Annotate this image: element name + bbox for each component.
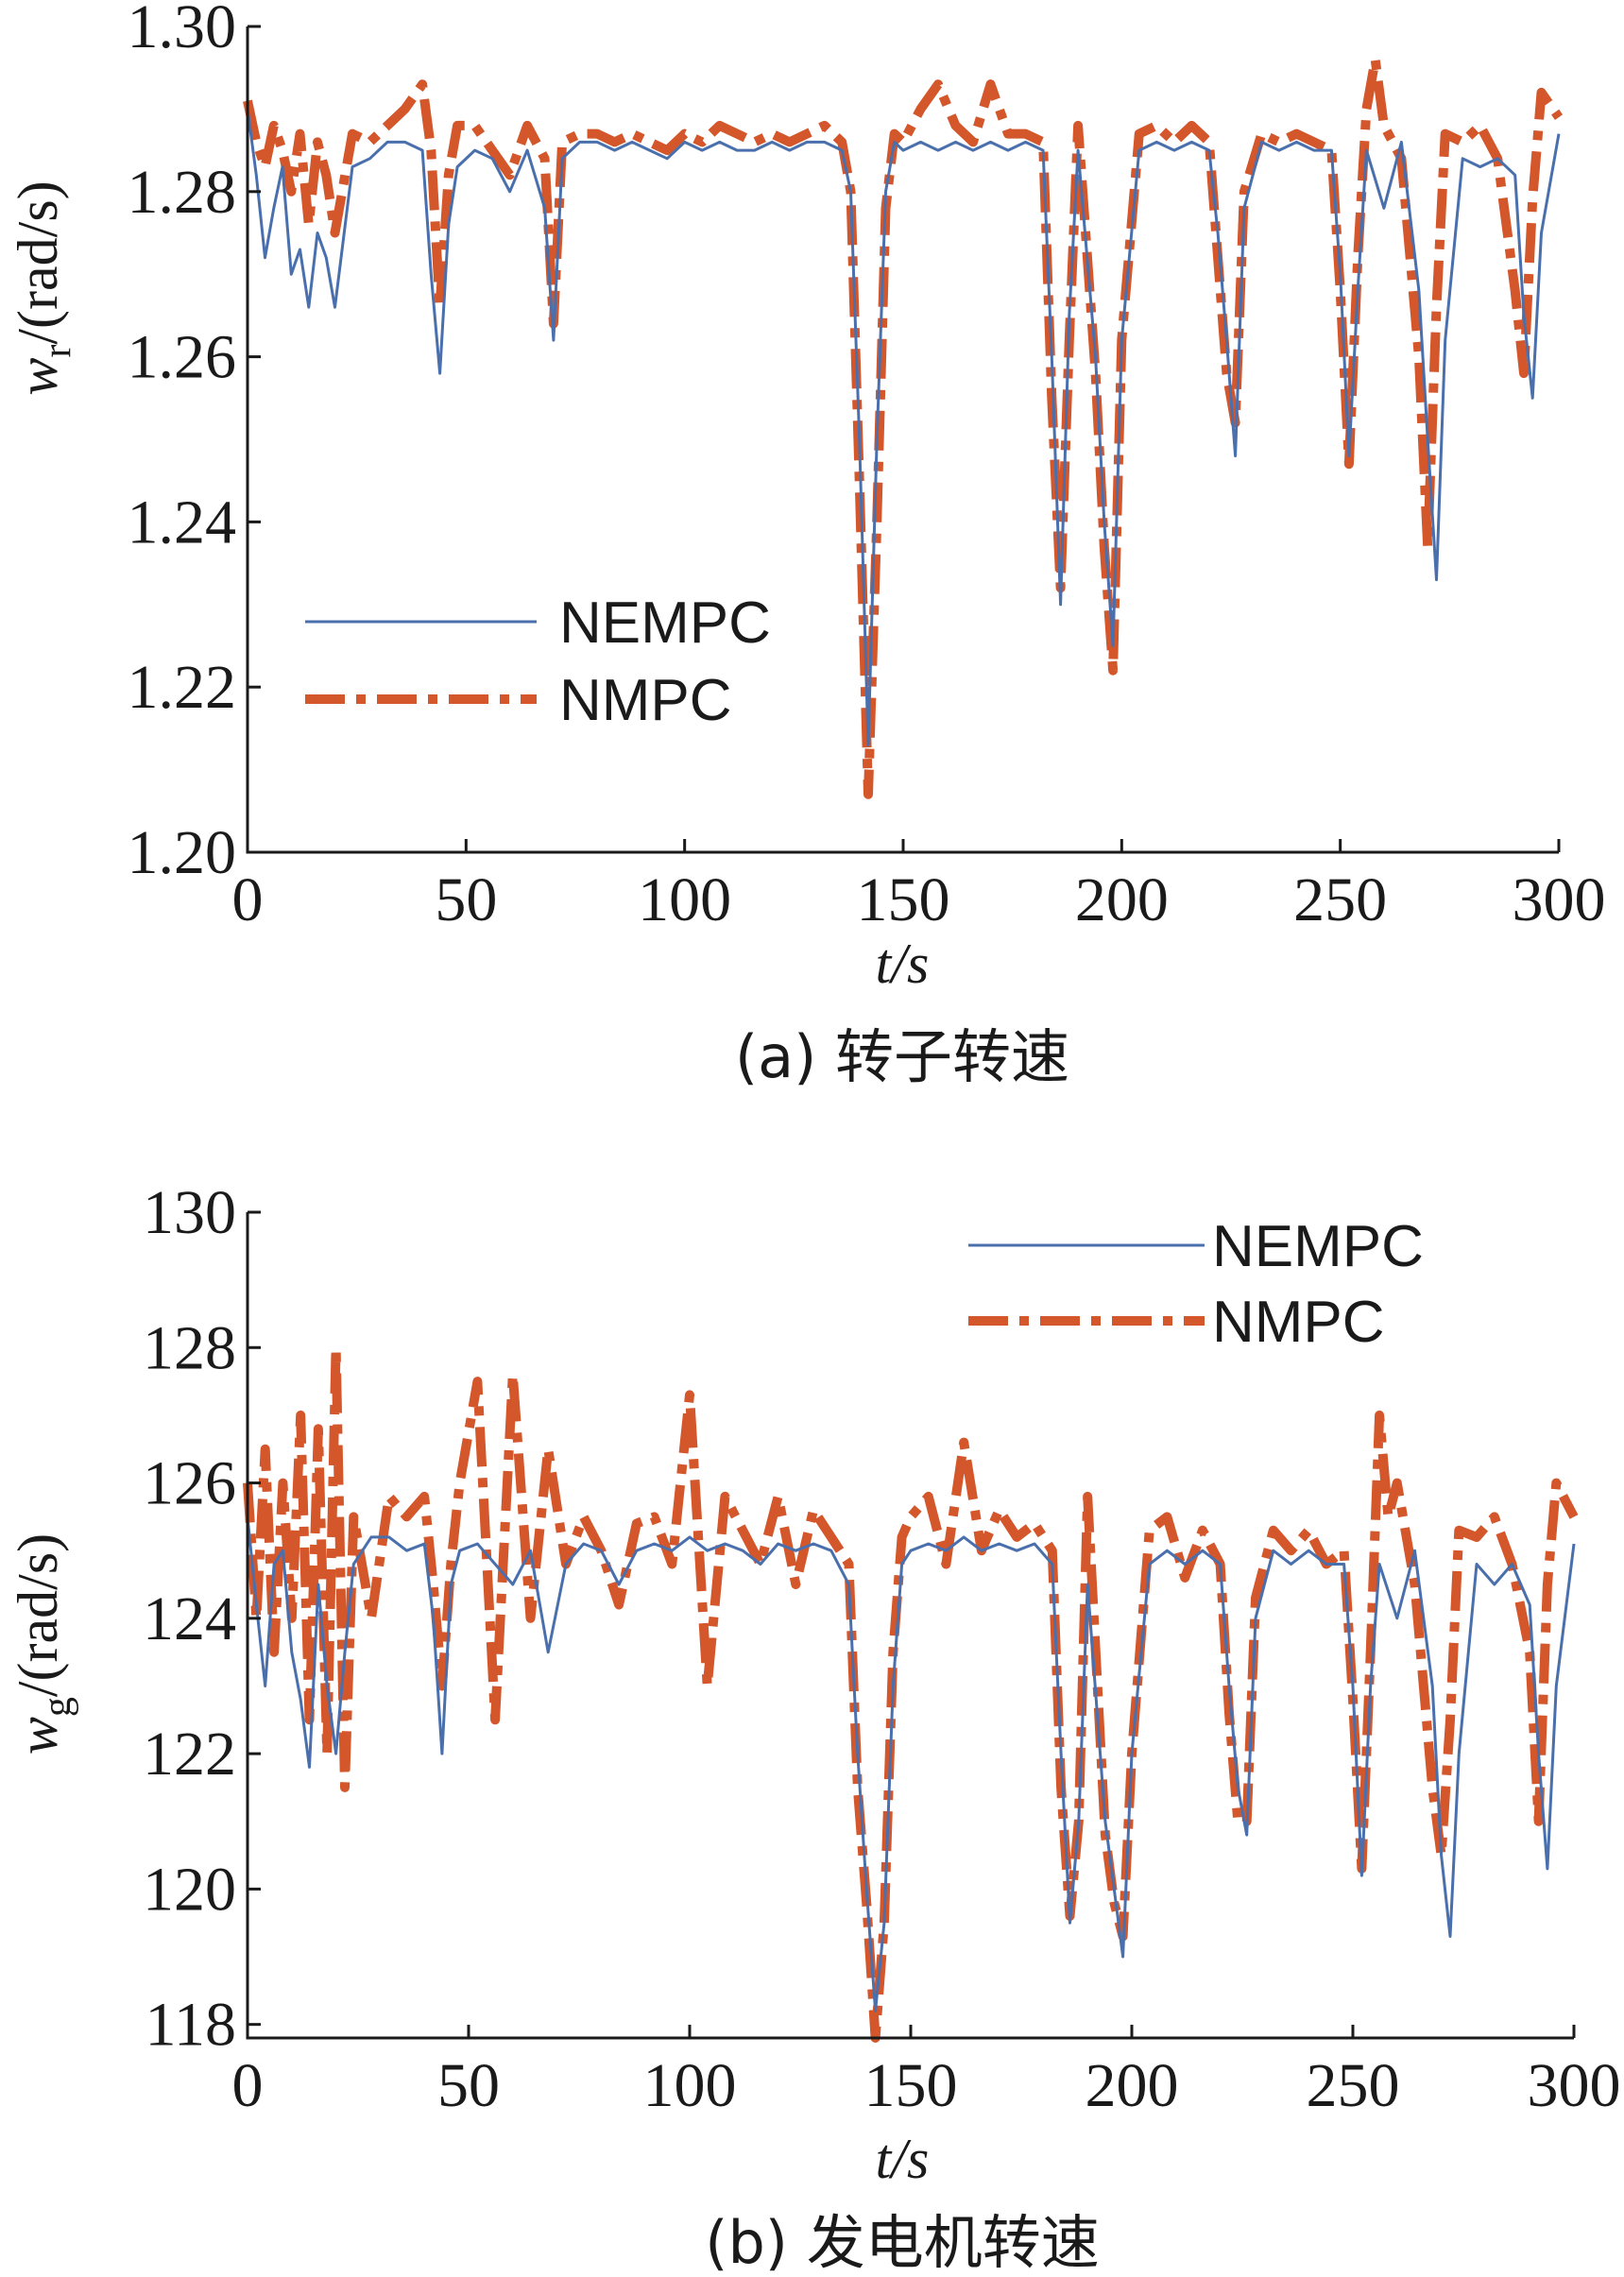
generator-speed-x-tick-label: 100 xyxy=(643,2051,737,2120)
rotor-speed-y-tick-label: 1.22 xyxy=(128,653,237,722)
series-line-nempc xyxy=(246,109,1561,746)
legend-label-nempc: NEMPC xyxy=(1212,1214,1424,1279)
generator-speed-x-tick-label: 250 xyxy=(1307,2051,1400,2120)
legend-label-nempc: NEMPC xyxy=(559,591,771,656)
legend-label-nmpc: NMPC xyxy=(1212,1290,1385,1355)
generator-speed-xlabel: t/s xyxy=(876,2128,930,2190)
rotor-speed-y-tick-label: 1.30 xyxy=(128,0,237,61)
rotor-speed-x-tick-label: 250 xyxy=(1293,865,1387,934)
generator-speed-plot-area xyxy=(243,1343,1579,2043)
generator-speed-x-tick-label: 150 xyxy=(864,2051,958,2120)
generator-speed-chart: 0 50 100 150 200 250 300118120122124126128130 … xyxy=(7,1178,1621,2277)
rotor-speed-caption: (a) 转子转速 xyxy=(735,1022,1069,1091)
generator-speed-legend: NEMPC NMPC xyxy=(968,1214,1424,1355)
rotor-speed-legend: NEMPC NMPC xyxy=(305,591,771,733)
generator-speed-y-tick-label: 130 xyxy=(143,1178,236,1247)
generator-speed-ticks: 0 50 100 150 200 250 300 118 120 122 124 126 128 130 xyxy=(143,1178,1621,2120)
generator-speed-y-tick-label: 120 xyxy=(143,1855,236,1924)
rotor-speed-y-tick-label: 1.24 xyxy=(128,488,237,556)
rotor-speed-ylabel: wr/(rad/s) xyxy=(7,180,79,395)
rotor-speed-ticks: 0 50 100 150 200 250 300 1.20 1.22 1.24 1.26 1.28 1.… xyxy=(128,0,1606,934)
series-line-nempc xyxy=(246,1516,1576,2012)
rotor-speed-plot-area xyxy=(243,55,1564,799)
rotor-speed-y-tick-label: 1.26 xyxy=(128,323,237,392)
generator-speed-ylabel: wg/(rad/s) xyxy=(7,1533,79,1755)
rotor-speed-x-tick-label: 150 xyxy=(857,865,950,934)
rotor-speed-x-tick-label: 50 xyxy=(435,865,497,934)
rotor-speed-y-tick-label: 1.28 xyxy=(128,158,237,227)
generator-speed-y-tick-label: 128 xyxy=(143,1313,236,1382)
rotor-speed-x-tick-label: 0 xyxy=(232,865,264,934)
generator-speed-y-tick-label: 122 xyxy=(143,1720,236,1789)
rotor-speed-x-tick-label: 200 xyxy=(1075,865,1169,934)
rotor-speed-x-tick-label: 100 xyxy=(638,865,731,934)
generator-speed-x-tick-label: 300 xyxy=(1528,2051,1621,2120)
generator-speed-caption: (b) 发电机转速 xyxy=(705,2208,1099,2277)
rotor-speed-y-tick-label: 1.20 xyxy=(128,818,237,887)
rotor-speed-xlabel: t/s xyxy=(876,933,930,995)
series-line-nmpc xyxy=(243,55,1564,799)
rotor-speed-x-tick-label: 300 xyxy=(1513,865,1606,934)
legend-label-nmpc: NMPC xyxy=(559,668,732,733)
generator-speed-y-tick-label: 126 xyxy=(143,1449,236,1518)
generator-speed-y-tick-label: 124 xyxy=(143,1584,236,1653)
rotor-speed-chart: 0 50 100 150 200 250 300 1.20 1.22 1.24 1.26 1.28 1.… xyxy=(7,0,1606,1091)
generator-speed-x-tick-label: 50 xyxy=(437,2051,500,2120)
generator-speed-x-tick-label: 0 xyxy=(232,2051,264,2120)
generator-speed-x-tick-label: 200 xyxy=(1086,2051,1179,2120)
generator-speed-y-tick-label: 118 xyxy=(145,1991,236,2060)
